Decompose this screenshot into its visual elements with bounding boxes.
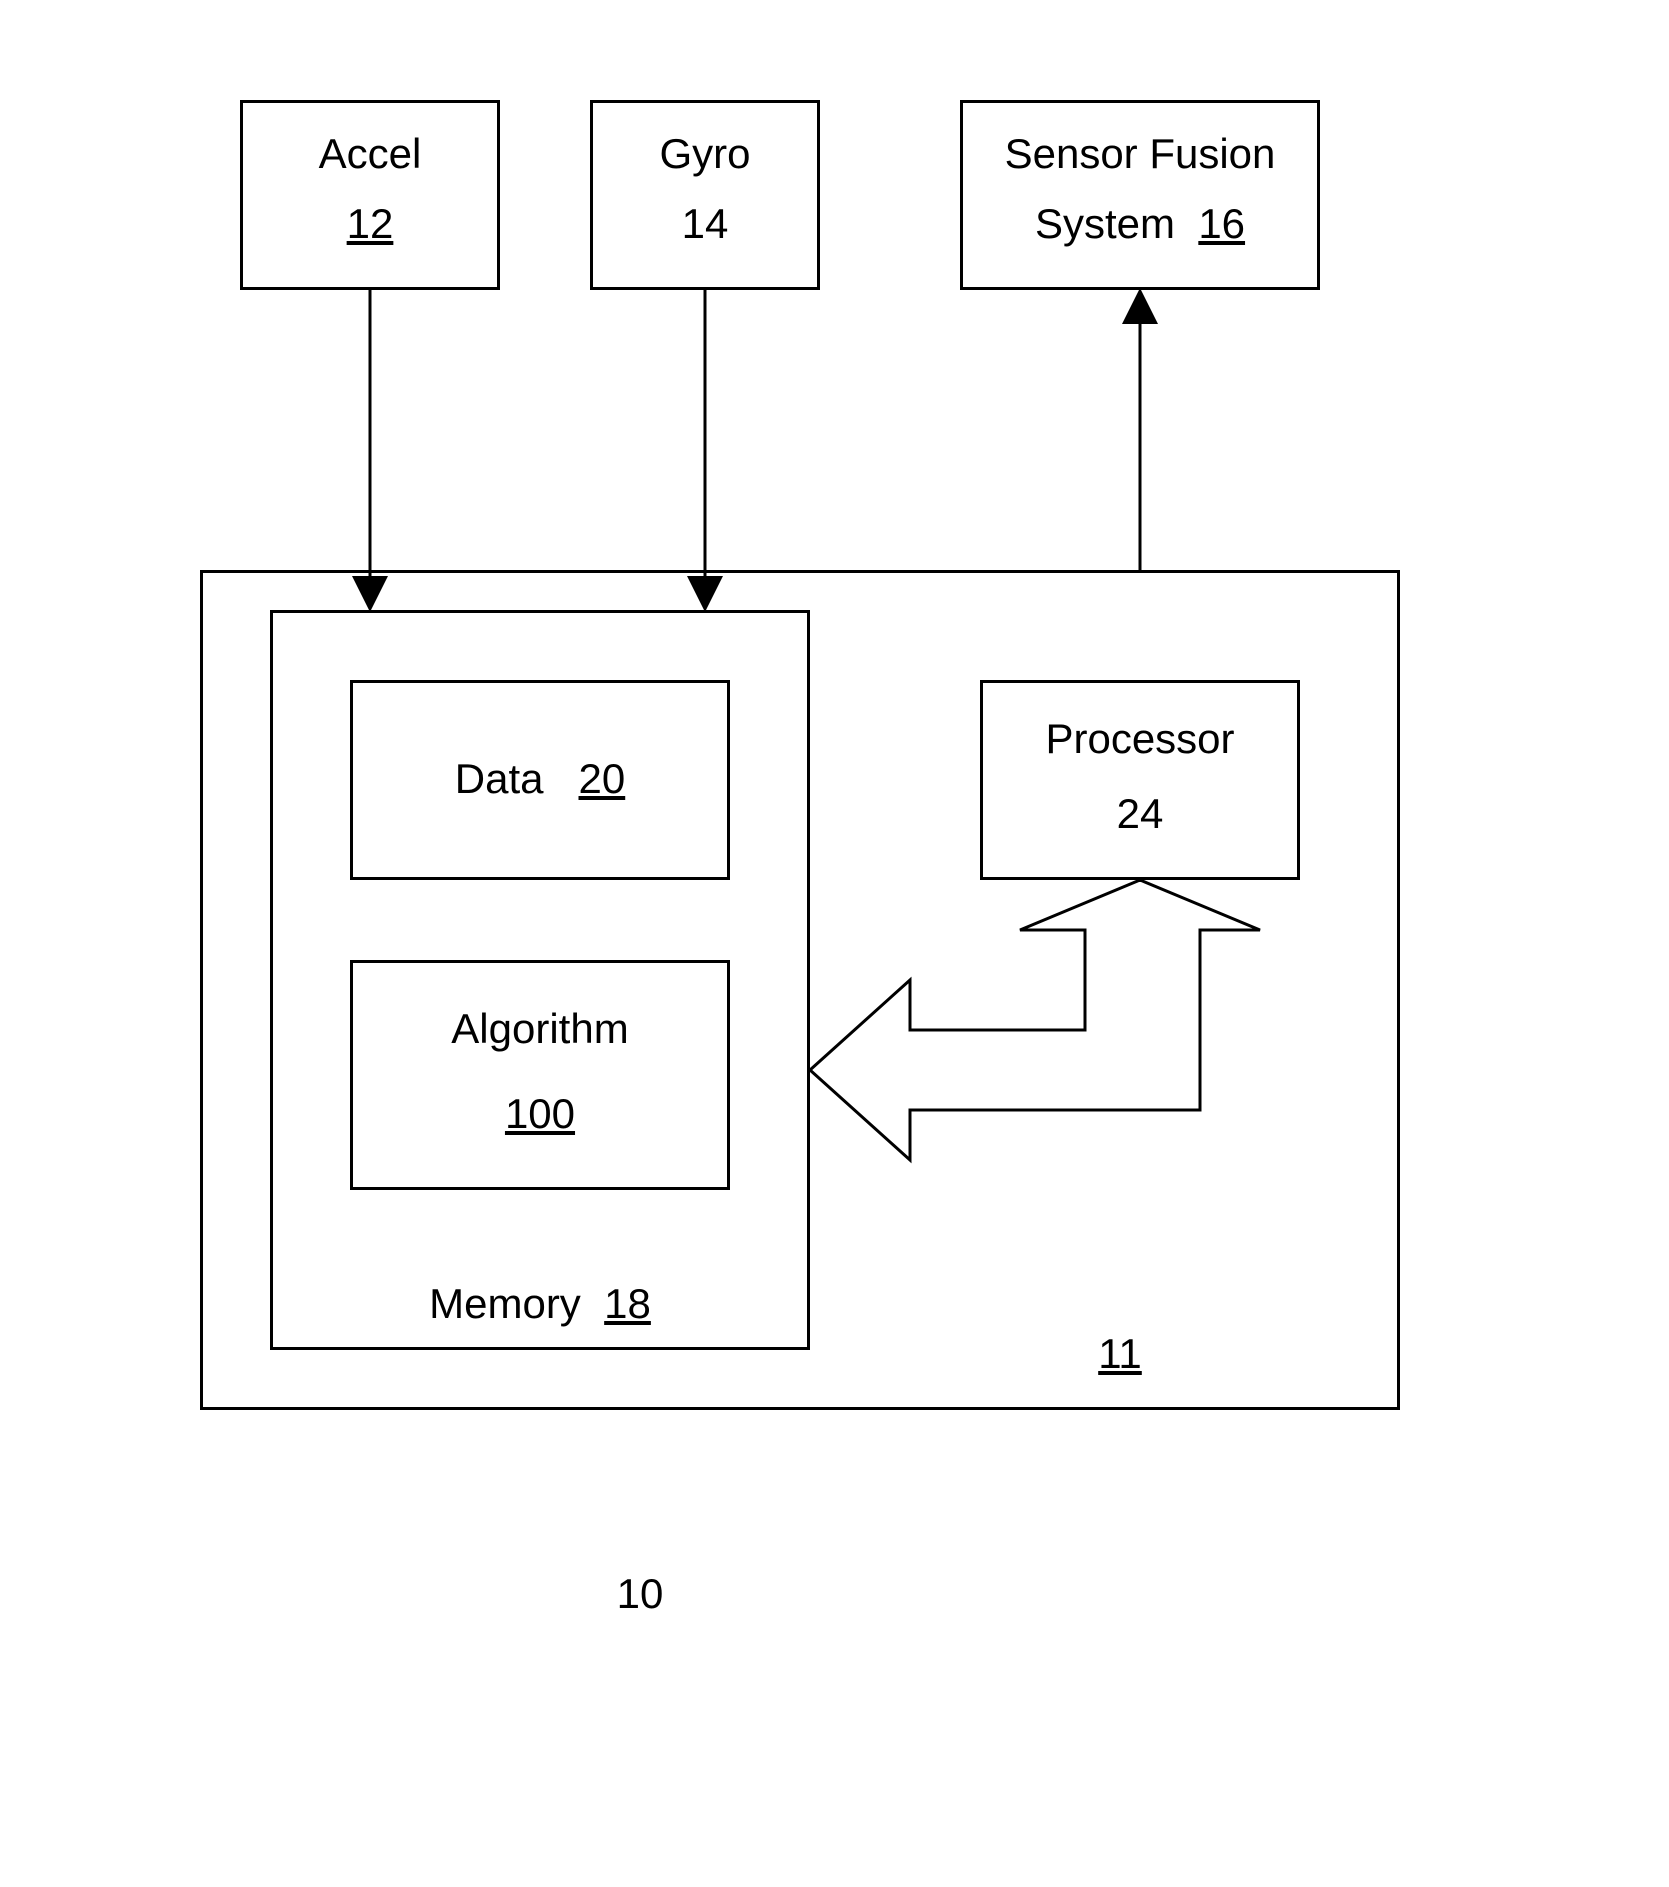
algorithm-label: Algorithm (350, 1005, 730, 1053)
gyro-ref: 14 (590, 200, 820, 248)
system-ref: 10 (580, 1570, 700, 1618)
diagram-canvas: Accel 12 Gyro 14 Sensor Fusion System 16… (0, 0, 1669, 1887)
fusion-label-line2: System 16 (960, 200, 1320, 248)
memory-label: Memory 18 (270, 1280, 810, 1328)
fusion-box (960, 100, 1320, 290)
algorithm-box (350, 960, 730, 1190)
gyro-label: Gyro (590, 130, 820, 178)
accel-ref: 12 (240, 200, 500, 248)
processor-box (980, 680, 1300, 880)
accel-box (240, 100, 500, 290)
processor-label: Processor (980, 715, 1300, 763)
fusion-label-line1: Sensor Fusion (960, 130, 1320, 178)
accel-label: Accel (240, 130, 500, 178)
processor-ref: 24 (980, 790, 1300, 838)
algorithm-ref: 100 (350, 1090, 730, 1138)
gyro-box (590, 100, 820, 290)
data-label: Data 20 (350, 755, 730, 803)
container-ref: 11 (1060, 1330, 1180, 1378)
